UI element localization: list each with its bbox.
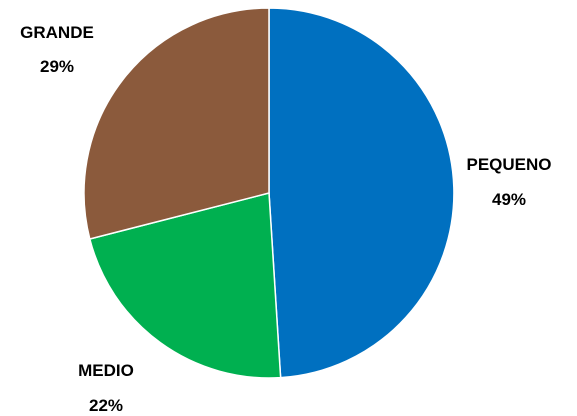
slice-label-grande: GRANDE [20, 23, 94, 42]
slice-percent-grande: 29% [40, 57, 74, 76]
slice-label-medio: MEDIO [78, 361, 134, 380]
slice-label-pequeno: PEQUENO [466, 155, 551, 174]
pie-slice-medio [88, 192, 282, 379]
pie-slice-grande [83, 7, 270, 240]
pie-slices [83, 7, 455, 379]
slice-percent-pequeno: 49% [492, 190, 526, 209]
slice-percent-medio: 22% [89, 396, 123, 415]
pie-slice-pequeno [268, 7, 455, 379]
